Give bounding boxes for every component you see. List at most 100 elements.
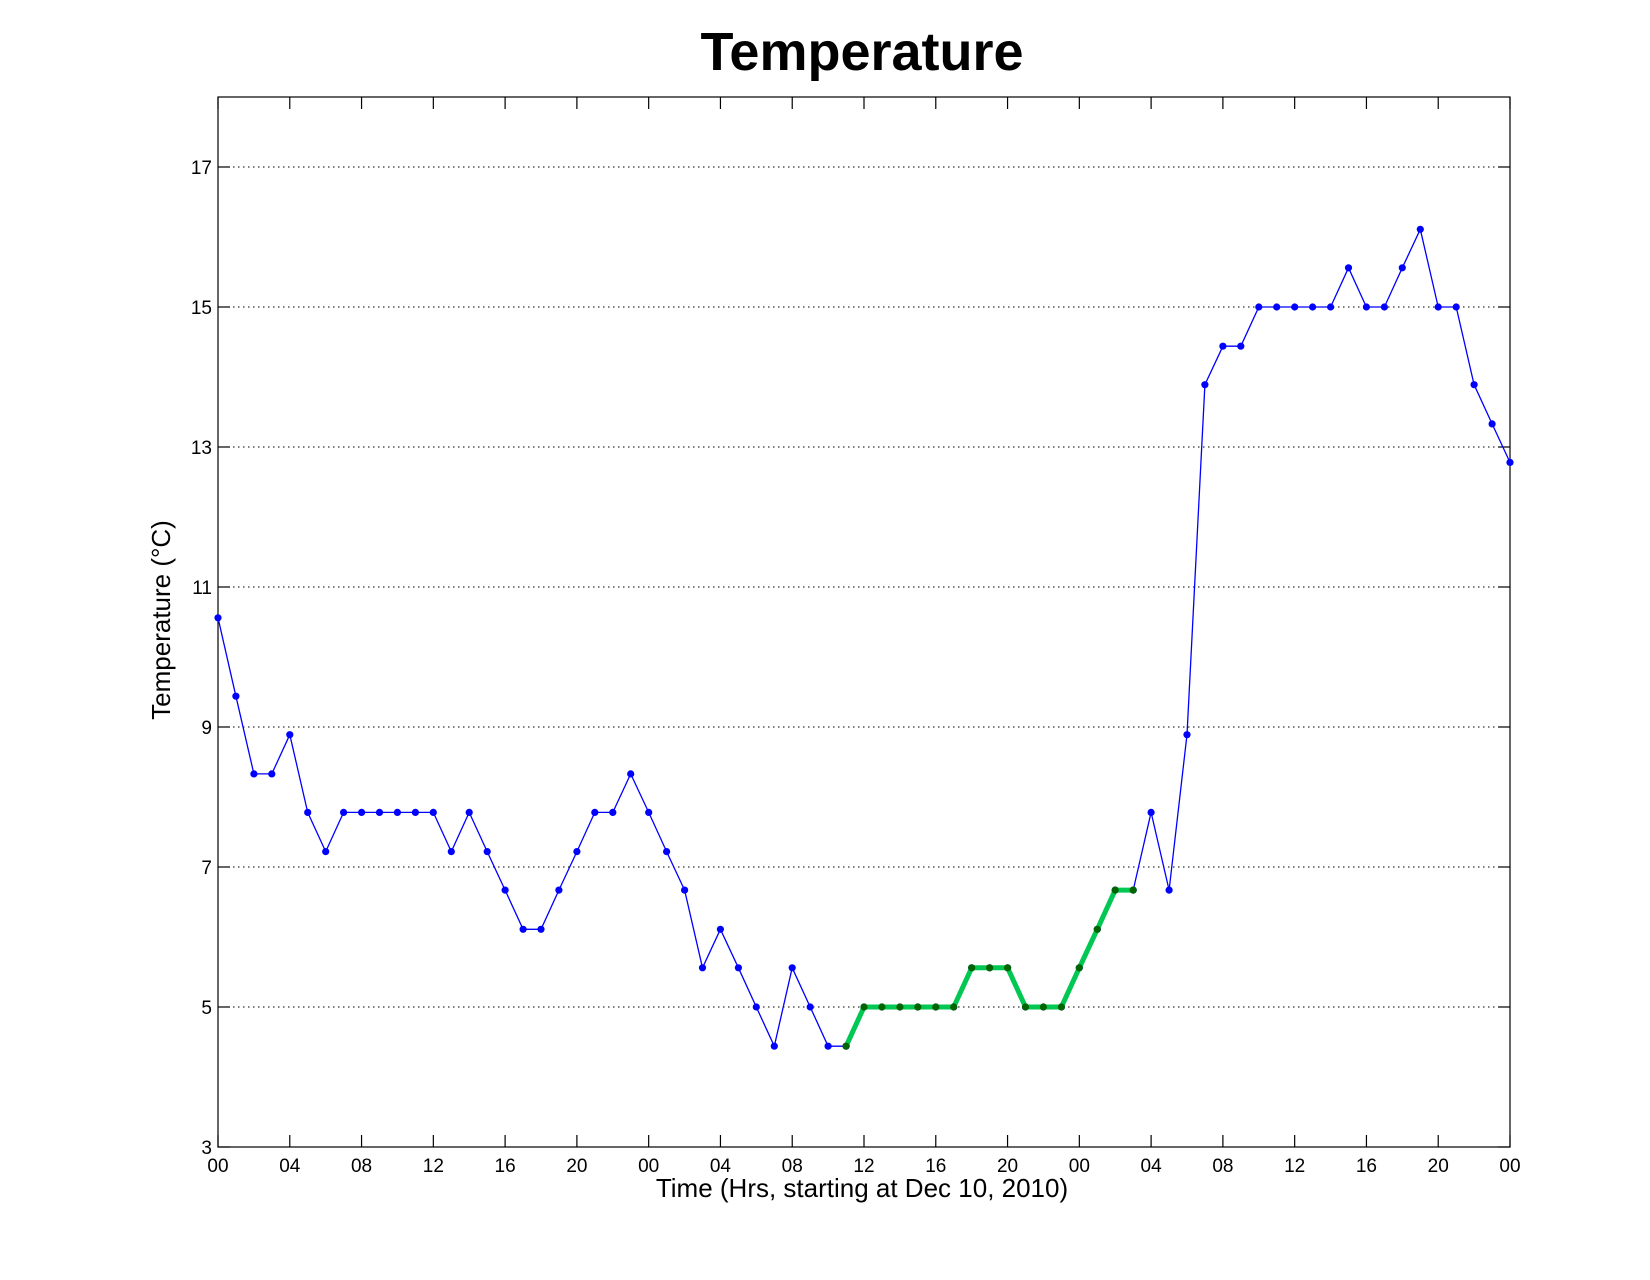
data-point	[1111, 886, 1119, 894]
data-point	[914, 1003, 922, 1011]
series-line	[217, 228, 1511, 1047]
x-tick-label: 08	[782, 1156, 803, 1177]
data-point	[429, 808, 437, 817]
data-point	[1255, 303, 1263, 311]
data-point	[501, 886, 509, 894]
data-point	[232, 692, 240, 700]
data-point	[1039, 1003, 1047, 1011]
data-point	[609, 808, 617, 817]
data-point	[447, 848, 455, 856]
x-tick-label: 00	[1069, 1156, 1090, 1177]
x-tick-label: 16	[495, 1156, 516, 1177]
data-point	[716, 925, 725, 933]
chart-title: Temperature	[700, 22, 1023, 82]
data-point	[1398, 264, 1406, 272]
data-point	[322, 848, 330, 856]
grid-lines	[218, 166, 1510, 1008]
data-point	[860, 1003, 868, 1011]
data-point	[950, 1003, 958, 1011]
data-point	[627, 770, 635, 778]
x-tick-label: 04	[1141, 1156, 1163, 1177]
data-point	[1506, 458, 1514, 466]
data-point	[268, 770, 276, 778]
series-0	[214, 225, 1514, 1050]
x-tick-label: 04	[279, 1156, 301, 1177]
data-point	[286, 731, 294, 739]
y-tick-label: 9	[201, 718, 212, 739]
plot-frame	[217, 96, 1511, 1148]
x-tick-label: 08	[1212, 1156, 1233, 1177]
x-tick-label: 00	[638, 1156, 659, 1177]
x-axis-label: Time (Hrs, starting at Dec 10, 2010)	[656, 1173, 1068, 1203]
y-tick-label: 7	[201, 858, 212, 879]
data-point	[1147, 808, 1155, 817]
x-tick-label: 16	[925, 1156, 946, 1177]
data-point	[1362, 303, 1370, 311]
data-point	[1470, 381, 1478, 389]
y-tick-label: 11	[192, 578, 212, 599]
data-point	[340, 808, 348, 817]
data-point	[250, 770, 258, 778]
data-point	[214, 614, 222, 622]
data-point	[1129, 886, 1137, 894]
data-point	[393, 808, 401, 817]
x-tick-label: 20	[997, 1156, 1018, 1177]
data-point	[537, 925, 545, 933]
x-tick-label: 16	[1356, 1156, 1377, 1177]
y-tick-label: 3	[201, 1138, 212, 1159]
data-point	[1165, 886, 1173, 894]
x-tick-label: 20	[566, 1156, 587, 1177]
data-point	[788, 964, 796, 972]
data-point	[1057, 1003, 1065, 1011]
data-point	[1380, 303, 1388, 311]
data-point	[465, 808, 473, 817]
data-point	[1219, 342, 1227, 350]
data-point	[645, 808, 653, 817]
x-tick-label: 04	[710, 1156, 732, 1177]
x-tick-label: 00	[1499, 1156, 1520, 1177]
y-tick-label: 13	[191, 438, 212, 459]
x-tick-label: 12	[1284, 1156, 1305, 1177]
data-point	[1309, 303, 1317, 311]
data-point	[698, 964, 707, 972]
x-tick-label: 12	[853, 1156, 874, 1177]
data-point	[519, 925, 527, 933]
data-point	[806, 1003, 814, 1011]
data-point	[358, 808, 366, 817]
data-point	[842, 1042, 850, 1050]
x-tick-label: 08	[351, 1156, 372, 1177]
data-point	[1004, 964, 1012, 972]
data-point	[591, 808, 599, 817]
x-tick-label: 12	[423, 1156, 444, 1177]
tick-labels: 3 5 7 9 11 13 15 17 00 04 08 12 16 20 00 04 08 12 16 20 00 04…	[191, 158, 1521, 1177]
data-point	[1273, 303, 1281, 311]
data-point	[411, 808, 419, 817]
axes	[217, 96, 1511, 1148]
data-point	[1344, 264, 1353, 272]
data-point	[483, 848, 491, 856]
data-point	[375, 808, 384, 817]
data-point	[1452, 303, 1460, 311]
data-point	[932, 1003, 940, 1011]
data-point	[1075, 964, 1083, 972]
tick-marks	[217, 97, 1511, 1148]
y-axis-label: Temperature (°C)	[146, 520, 176, 720]
data-point	[752, 1003, 760, 1011]
data-point	[1488, 420, 1496, 428]
data-point	[573, 848, 581, 856]
data-point	[770, 1042, 778, 1050]
data-point	[1183, 731, 1191, 739]
y-tick-label: 17	[191, 158, 212, 179]
data-point	[1201, 381, 1209, 389]
data-point	[824, 1042, 832, 1050]
data-point	[1291, 303, 1299, 311]
y-tick-label: 15	[191, 298, 212, 319]
y-tick-label: 5	[201, 998, 212, 1019]
data-point	[878, 1003, 886, 1011]
data-point	[304, 808, 312, 817]
data-point	[663, 848, 671, 856]
series-1	[842, 886, 1137, 1050]
x-tick-label: 20	[1428, 1156, 1449, 1177]
